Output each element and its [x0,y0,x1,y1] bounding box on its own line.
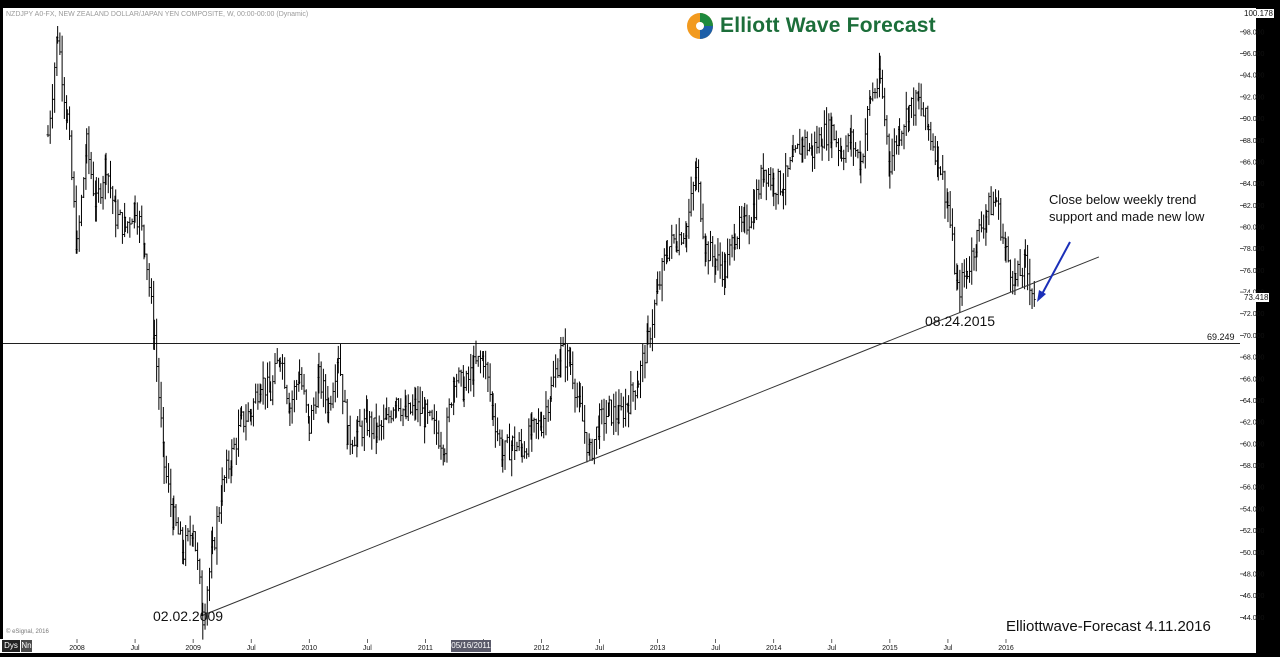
y-tick-label: 62.000 [1243,420,1265,427]
horizontal-level-label: 69.249 [1207,332,1235,342]
price-bars [46,26,1036,640]
y-tick-label: 76.000 [1243,268,1265,275]
x-tick-label: Jul [943,645,952,652]
y-tick-label: 56.000 [1243,485,1265,492]
brand-swirl-icon [687,13,713,39]
note-arrow-head [1037,290,1046,302]
time-axis[interactable] [0,639,1256,653]
cursor-date-box: 05/16/2011 [451,640,491,652]
y-tick-label: 98.000 [1243,29,1265,36]
y-tick-label: 94.000 [1243,73,1265,80]
trend-note-line-1: Close below weekly trend [1049,192,1197,207]
y-tick-label: 60.000 [1243,441,1265,448]
esignal-watermark: © eSignal, 2016 [6,629,49,635]
trend-note-line-2: support and made new low [1049,209,1205,224]
y-tick-label: 72.000 [1243,311,1265,318]
x-tick-label: 2009 [185,645,201,652]
x-tick-label: Jul [247,645,256,652]
x-tick-label: 2008 [69,645,85,652]
x-tick-label: Jul [827,645,836,652]
interval-tab[interactable]: Dys [2,640,20,652]
x-tick-label: 2013 [650,645,666,652]
y-tick-label: 96.000 [1243,51,1265,58]
signature-date: Elliottwave-Forecast 4.11.2016 [1006,618,1211,635]
y-tick-label: 68.000 [1243,355,1265,362]
y-tick-label: 52.000 [1243,528,1265,535]
y-axis-ticks: 44.000 46.000 48.000 50.000 52.000 54.000 56.0… [1240,29,1265,622]
low-2015-label: 08.24.2015 [925,313,996,329]
last-price-readout: 73.418 [1243,293,1270,302]
y-tick-label: 48.000 [1243,571,1265,578]
y-tick-label: 84.000 [1243,181,1265,188]
trend-note: Close below weekly trend support and mad… [1049,191,1204,225]
x-tick-label: Jul [363,645,372,652]
interval-button[interactable]: Nn [21,640,32,652]
x-tick-label: Jul [595,645,604,652]
y-tick-label: 50.000 [1243,550,1265,557]
trend-support-line [202,256,1100,616]
y-tick-label: 92.000 [1243,94,1265,101]
y-tick-label: 80.000 [1243,225,1265,232]
y-tick-label: 86.000 [1243,159,1265,166]
x-tick-label: 2012 [534,645,550,652]
y-tick-label: 82.000 [1243,203,1265,210]
x-axis-ticks: 2008 Jul 2009 Jul 2010 Jul 2011 Jul 2012 Jul 2013 J… [69,639,1014,652]
x-tick-label: 2016 [998,645,1014,652]
x-tick-label: Jul [711,645,720,652]
low-2009-label: 02.02.2009 [153,608,224,624]
brand-name: Elliott Wave Forecast [720,14,936,37]
y-tick-label: 58.000 [1243,463,1265,470]
y-tick-label: 44.000 [1243,615,1265,622]
y-tick-label: 88.000 [1243,138,1265,145]
price-axis[interactable] [1240,8,1256,639]
x-tick-label: 2010 [301,645,317,652]
x-tick-label: Jul [131,645,140,652]
x-tick-label: 2015 [882,645,898,652]
y-tick-label: 54.000 [1243,506,1265,513]
plot-area[interactable] [3,8,1240,639]
y-tick-label: 90.000 [1243,116,1265,123]
y-tick-label: 70.000 [1243,333,1265,340]
note-arrow [1040,241,1071,297]
top-price-readout: 100.178 [1243,9,1274,18]
x-tick-label: 2014 [766,645,782,652]
x-tick-label: 2011 [418,645,433,652]
y-tick-label: 64.000 [1243,398,1265,405]
chart-overlays [3,241,1240,616]
y-tick-label: 78.000 [1243,246,1265,253]
brand-logo: Elliott Wave Forecast [686,11,936,41]
right-panel [1256,8,1280,653]
symbol-description: NZDJPY A0-FX, NEW ZEALAND DOLLAR/JAPAN Y… [6,11,309,18]
y-tick-label: 66.000 [1243,376,1265,383]
y-tick-label: 46.000 [1243,593,1265,600]
